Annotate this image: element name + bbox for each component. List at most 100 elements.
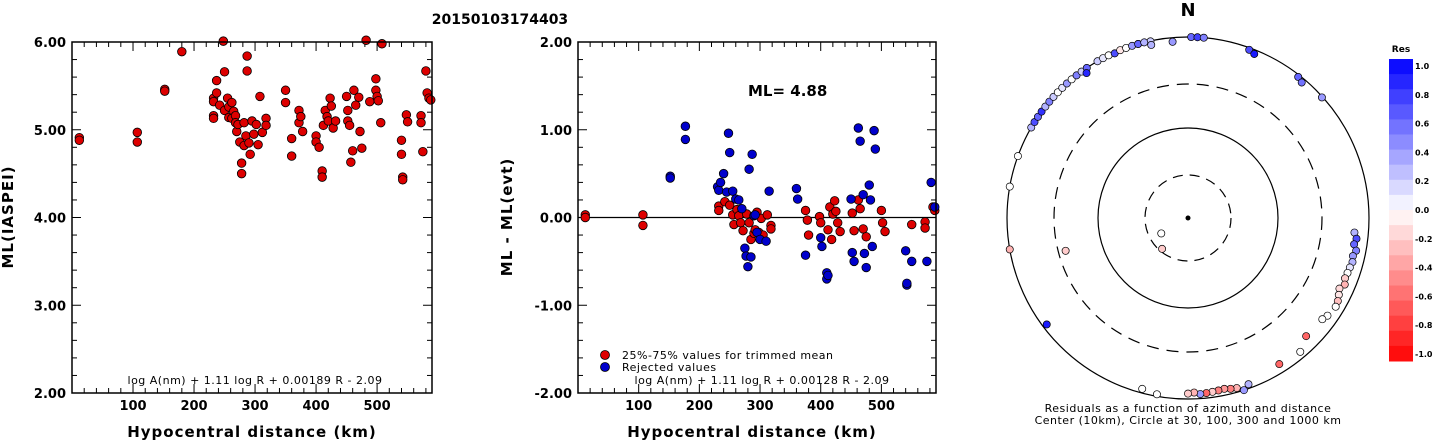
p2-point-rejected <box>718 168 729 179</box>
p2-tick-labels: 100 200 300 400 500 -2.00 -1.00 0.00 1.00 2.00 <box>535 36 895 414</box>
polar-point <box>1199 33 1208 42</box>
legend-kept-label: 25%-75% values for trimmed mean <box>622 349 834 362</box>
p1-point <box>330 116 341 126</box>
p1-point <box>398 175 408 185</box>
p1-formula: log A(nm) + 1.11 log R + 0.00189 R - 2.0… <box>128 374 383 387</box>
polar-center-dot <box>1185 215 1191 221</box>
p2-point-kept <box>816 218 826 228</box>
p2-point-rejected <box>665 173 675 183</box>
p2-point-kept <box>766 224 776 234</box>
p1-xtick-label: 300 <box>241 399 268 414</box>
colorbar-cell <box>1389 240 1413 256</box>
colorbar-tick-labels: 1.0 0.8 0.6 0.4 0.2 0.0 -0.2 -0.4 -0.6 -0.8 -1.0 <box>1415 62 1433 359</box>
polar-point <box>1140 38 1149 47</box>
p2-point-rejected <box>858 189 868 200</box>
p2-point-kept <box>861 232 871 242</box>
p2-point-kept <box>803 230 814 240</box>
p2-point-rejected <box>747 149 757 160</box>
p2-point-kept <box>823 225 833 235</box>
p2-point-rejected <box>817 241 827 252</box>
p2-point-kept <box>738 225 748 236</box>
panel-azimuth: N Residuals as a function of azimuth and… <box>1005 0 1370 427</box>
p2-point-rejected <box>930 202 940 212</box>
p2-point-rejected <box>855 136 865 146</box>
p2-point-rejected <box>865 195 876 205</box>
p2-ytick-label: -2.00 <box>535 387 572 402</box>
p2-point-rejected <box>715 177 726 188</box>
p2-point-rejected <box>750 210 760 220</box>
p2-point-rejected <box>744 164 754 174</box>
p2-point-kept <box>724 200 735 210</box>
p1-point <box>373 96 384 106</box>
p1-point <box>347 146 358 156</box>
colorbar-label: Res <box>1392 45 1410 55</box>
p1-point <box>132 137 142 147</box>
polar-circle-30km <box>1144 174 1232 262</box>
p2-point-rejected <box>859 248 870 259</box>
p2-point-rejected <box>723 128 734 138</box>
p1-point <box>219 67 230 77</box>
polar-north-label: N <box>1180 0 1195 21</box>
p1-point <box>297 126 308 137</box>
p1-point <box>396 135 407 145</box>
colorbar-tick-label: -0.6 <box>1415 292 1433 301</box>
p2-point-kept <box>833 218 843 228</box>
p1-point <box>211 88 222 98</box>
colorbar-cell <box>1389 345 1413 362</box>
p2-point-kept <box>880 226 890 237</box>
colorbar-tick-label: -0.8 <box>1415 321 1433 330</box>
p1-point <box>236 158 247 168</box>
p1-point <box>361 35 371 45</box>
p1-xlabel: Hypocentral distance (km) <box>127 423 377 441</box>
colorbar-cell <box>1389 300 1413 317</box>
p1-xtick-label: 400 <box>302 399 329 414</box>
colorbar-cell <box>1389 225 1413 241</box>
p1-point <box>255 91 265 102</box>
p1-point <box>251 119 261 130</box>
p2-point-rejected <box>900 246 911 256</box>
p1-point <box>376 118 386 128</box>
polar-points <box>1005 33 1361 399</box>
p1-point <box>354 92 364 102</box>
legend-kept-marker <box>600 350 610 360</box>
p1-point <box>402 117 413 127</box>
polar-point <box>1302 332 1311 341</box>
p2-point-rejected <box>869 125 879 136</box>
page-title: 20150103174403 <box>432 12 568 28</box>
p2-point-rejected <box>853 123 864 133</box>
polar-point <box>1147 41 1156 49</box>
p1-point <box>244 138 254 148</box>
polar-point <box>1296 347 1305 356</box>
p1-point <box>341 91 352 102</box>
colorbar-tick-label: 0.4 <box>1415 148 1430 157</box>
p1-ytick-label: 5.00 <box>34 124 66 139</box>
p2-point-kept <box>829 196 840 206</box>
p2-point-rejected <box>847 247 857 258</box>
p2-ml-annotation: ML= 4.88 <box>748 82 827 100</box>
p1-point <box>377 39 387 49</box>
p2-point-kept <box>849 225 859 236</box>
colorbar-tick-label: 0.6 <box>1415 120 1430 129</box>
p1-point <box>245 149 255 160</box>
p2-point-kept <box>831 206 841 217</box>
colorbar-cell <box>1389 270 1413 286</box>
p2-point-rejected <box>907 256 917 267</box>
p1-point <box>351 100 361 110</box>
p2-xlabel: Hypocentral distance (km) <box>627 423 877 441</box>
p2-xtick-label: 500 <box>868 399 895 414</box>
colorbar-tick-label: 0.8 <box>1415 91 1430 100</box>
colorbar-cell <box>1389 89 1413 105</box>
p1-point <box>365 96 375 107</box>
colorbar: Res 1.0 0.8 0.6 0.4 0.2 0.0 -0.2 -0.4 -0.6 -0.8 -1… <box>1389 45 1433 362</box>
p2-point-rejected <box>846 194 856 204</box>
p2-point-rejected <box>740 243 750 253</box>
p1-point <box>211 75 222 86</box>
p2-point-kept <box>877 218 888 228</box>
p2-xtick-label: 300 <box>746 399 773 414</box>
p1-point <box>416 118 426 128</box>
p2-xtick-label: 100 <box>625 399 652 414</box>
colorbar-cell <box>1389 315 1413 332</box>
p2-point-rejected <box>870 144 881 154</box>
p1-point <box>227 97 237 108</box>
